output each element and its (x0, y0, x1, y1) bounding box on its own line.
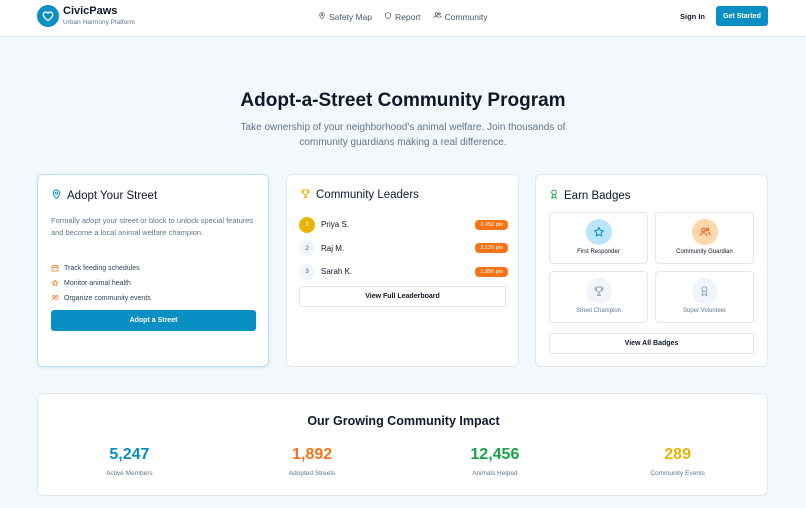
page-subtitle: Take ownership of your neighborhood's an… (240, 122, 566, 148)
nav-link-community[interactable]: Community (432, 11, 488, 22)
badge-community-guardian[interactable]: Community Guardian (655, 212, 754, 264)
badge-first-responder[interactable]: First Responder (549, 212, 648, 264)
leader-row[interactable]: 1 Priya S. 2,450 pts (299, 213, 508, 237)
card-title-label: Adopt Your Street (67, 189, 158, 202)
map-pin-icon (318, 11, 326, 22)
impact-title: Our Growing Community Impact (307, 414, 500, 428)
stat-community-events: 289 Community Events (586, 446, 769, 477)
stat-value: 289 (664, 446, 691, 463)
badge-super-volunteer[interactable]: Super Volunteer (655, 271, 754, 323)
card-title: Earn Badges (549, 188, 631, 203)
card-title-label: Earn Badges (564, 189, 631, 202)
feature-item: Organize community events (51, 291, 151, 306)
stat-label: Community Events (650, 470, 705, 477)
nav-link-label: Report (395, 11, 421, 22)
badge-label: Super Volunteer (682, 308, 727, 314)
earn-badges-card: Earn Badges First Responder Community Gu… (535, 174, 768, 367)
award-icon (691, 278, 718, 304)
adopt-street-button[interactable]: Adopt a Street (51, 310, 256, 331)
nav-link-safety-map[interactable]: Safety Map (318, 11, 372, 22)
sign-in-link[interactable]: Sign In (680, 12, 705, 21)
map-pin-icon (51, 188, 62, 203)
card-title-label: Community Leaders (316, 189, 419, 201)
feature-list: Track feeding schedules Monitor animal h… (51, 261, 151, 306)
badge-grid: First Responder Community Guardian Stree… (549, 212, 755, 323)
points-badge: 1,890 pts (475, 266, 508, 277)
card-title: Community Leaders (300, 188, 419, 202)
view-leaderboard-button[interactable]: View Full Leaderboard (299, 286, 506, 307)
leaderboard-list: 1 Priya S. 2,450 pts 2 Raj M. 2,120 pts … (299, 213, 508, 284)
nav-link-label: Community (444, 11, 488, 22)
nav-link-label: Safety Map (329, 11, 372, 22)
badge-label: Street Champion (575, 308, 622, 314)
shield-icon (384, 11, 392, 22)
nav-links: Safety Map Report Community (318, 11, 488, 22)
stat-active-members: 5,247 Active Members (38, 446, 221, 477)
badge-label: First Responder (577, 249, 620, 255)
stat-label: Animals Helped (472, 470, 518, 477)
stat-value: 5,247 (109, 446, 150, 463)
stat-animals-helped: 12,456 Animals Helped (404, 446, 587, 477)
community-leaders-card: Community Leaders 1 Priya S. 2,450 pts 2… (286, 174, 519, 367)
rank-badge: 1 (299, 216, 315, 233)
adopt-street-card: Adopt Your Street Formally adopt your st… (37, 174, 269, 367)
feature-label: Track feeding schedules (64, 265, 140, 272)
stat-adopted-streets: 1,892 Adopted Streets (221, 446, 404, 477)
trophy-icon (300, 188, 311, 202)
view-badges-button[interactable]: View All Badges (549, 333, 754, 354)
stat-value: 1,892 (292, 446, 333, 463)
star-icon (51, 279, 59, 289)
badge-label: Community Guardian (676, 249, 733, 255)
star-icon (585, 219, 612, 245)
users-icon (51, 294, 59, 304)
feature-label: Monitor animal health (64, 280, 131, 287)
page-title: Adopt-a-Street Community Program (240, 90, 566, 111)
users-icon (691, 219, 718, 245)
leader-row[interactable]: 2 Raj M. 2,120 pts (299, 237, 508, 261)
top-navbar: CivicPaws Urban Harmony Platform Safety … (0, 0, 806, 37)
feature-item: Track feeding schedules (51, 261, 151, 276)
heart-icon (37, 5, 59, 27)
leader-row[interactable]: 3 Sarah K. 1,890 pts (299, 260, 508, 284)
card-title: Adopt Your Street (51, 188, 157, 203)
stat-label: Adopted Streets (288, 470, 336, 477)
trophy-icon (585, 278, 612, 304)
badge-street-champion[interactable]: Street Champion (549, 271, 648, 323)
brand[interactable]: CivicPaws Urban Harmony Platform (37, 5, 135, 27)
impact-section: Our Growing Community Impact 5,247 Activ… (37, 393, 768, 496)
calendar-icon (51, 264, 59, 274)
leader-name: Sarah K. (321, 267, 353, 277)
points-badge: 2,120 pts (475, 243, 508, 254)
points-badge: 2,450 pts (475, 219, 508, 230)
leader-name: Raj M. (321, 243, 345, 253)
brand-tagline: Urban Harmony Platform (63, 19, 135, 27)
users-icon (432, 11, 442, 22)
brand-name: CivicPaws (63, 5, 118, 18)
leader-name: Priya S. (321, 220, 350, 230)
stats-row: 5,247 Active Members 1,892 Adopted Stree… (38, 446, 769, 477)
rank-badge: 2 (299, 240, 315, 257)
rank-badge: 3 (299, 263, 315, 280)
feature-label: Organize community events (64, 295, 151, 302)
stat-value: 12,456 (470, 446, 520, 463)
card-description: Formally adopt your street or block to u… (51, 216, 254, 237)
nav-link-report[interactable]: Report (384, 11, 421, 22)
get-started-button[interactable]: Get Started (716, 6, 768, 26)
award-icon (549, 188, 559, 203)
stat-label: Active Members (106, 470, 153, 477)
feature-item: Monitor animal health (51, 276, 151, 291)
